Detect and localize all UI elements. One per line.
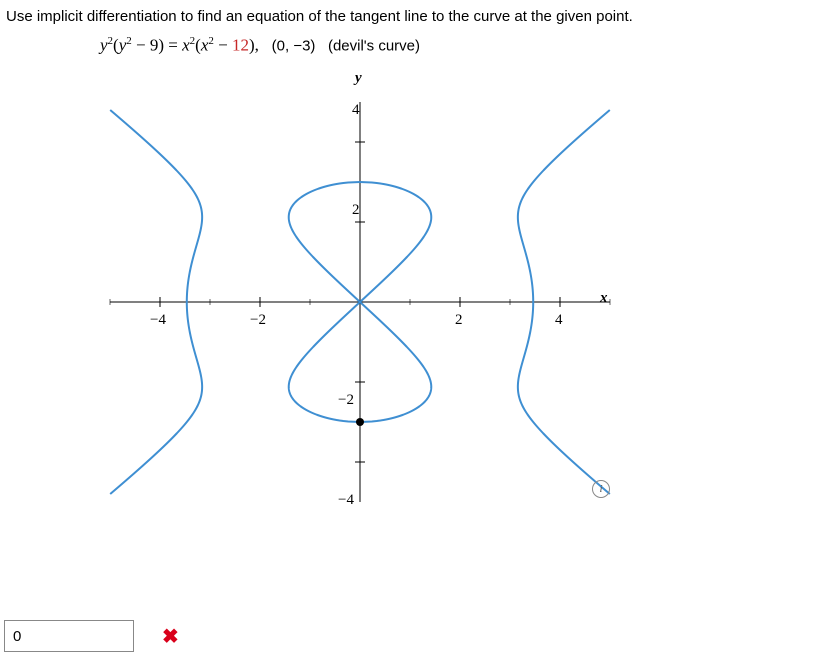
close-paren-1: ) — [158, 36, 164, 55]
ytick-m2: −2 — [338, 392, 354, 409]
chart: y x 4 2 −2 −4 −4 −2 2 4 i — [80, 72, 640, 532]
incorrect-icon: ✖ — [162, 624, 179, 649]
y-axis-label: y — [355, 70, 362, 87]
minus-1: − — [136, 36, 146, 55]
xtick-2: 2 — [455, 312, 463, 329]
eqn-rhs-const: 12 — [232, 36, 249, 55]
xtick-m4: −4 — [150, 312, 166, 329]
chart-svg — [80, 72, 640, 532]
eqn-rhs-var: x — [182, 36, 190, 55]
equation: y2(y2 − 9) = x2(x2 − 12), (0, −3) (devil… — [0, 29, 824, 62]
info-icon[interactable]: i — [592, 480, 610, 498]
ytick-2: 2 — [352, 202, 360, 219]
minus-2: − — [218, 36, 228, 55]
answer-row: ✖ — [4, 620, 179, 652]
x-axis-label: x — [600, 290, 608, 307]
spacer — [315, 38, 328, 55]
ytick-4: 4 — [352, 102, 360, 119]
ytick-m4: −4 — [338, 492, 354, 509]
eqn-lhs-inner-exp: 2 — [126, 35, 132, 47]
comma: , — [255, 36, 272, 55]
xtick-m2: −2 — [250, 312, 266, 329]
eqn-rhs-inner-exp: 2 — [208, 35, 214, 47]
question-prompt: Use implicit differentiation to find an … — [0, 0, 824, 29]
eqn-curve-name: (devil's curve) — [328, 38, 420, 55]
xtick-4: 4 — [555, 312, 563, 329]
eqn-point: (0, −3) — [272, 38, 316, 55]
answer-input[interactable] — [4, 620, 134, 652]
equals: = — [168, 36, 178, 55]
eqn-lhs-var: y — [100, 36, 108, 55]
